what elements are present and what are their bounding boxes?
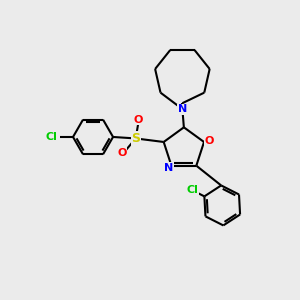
Text: S: S [131, 132, 140, 145]
Text: Cl: Cl [46, 132, 58, 142]
Text: O: O [117, 148, 127, 158]
Text: Cl: Cl [187, 185, 199, 195]
Text: O: O [205, 136, 214, 146]
Text: O: O [134, 115, 143, 125]
Text: N: N [164, 163, 173, 173]
Text: N: N [178, 104, 187, 114]
